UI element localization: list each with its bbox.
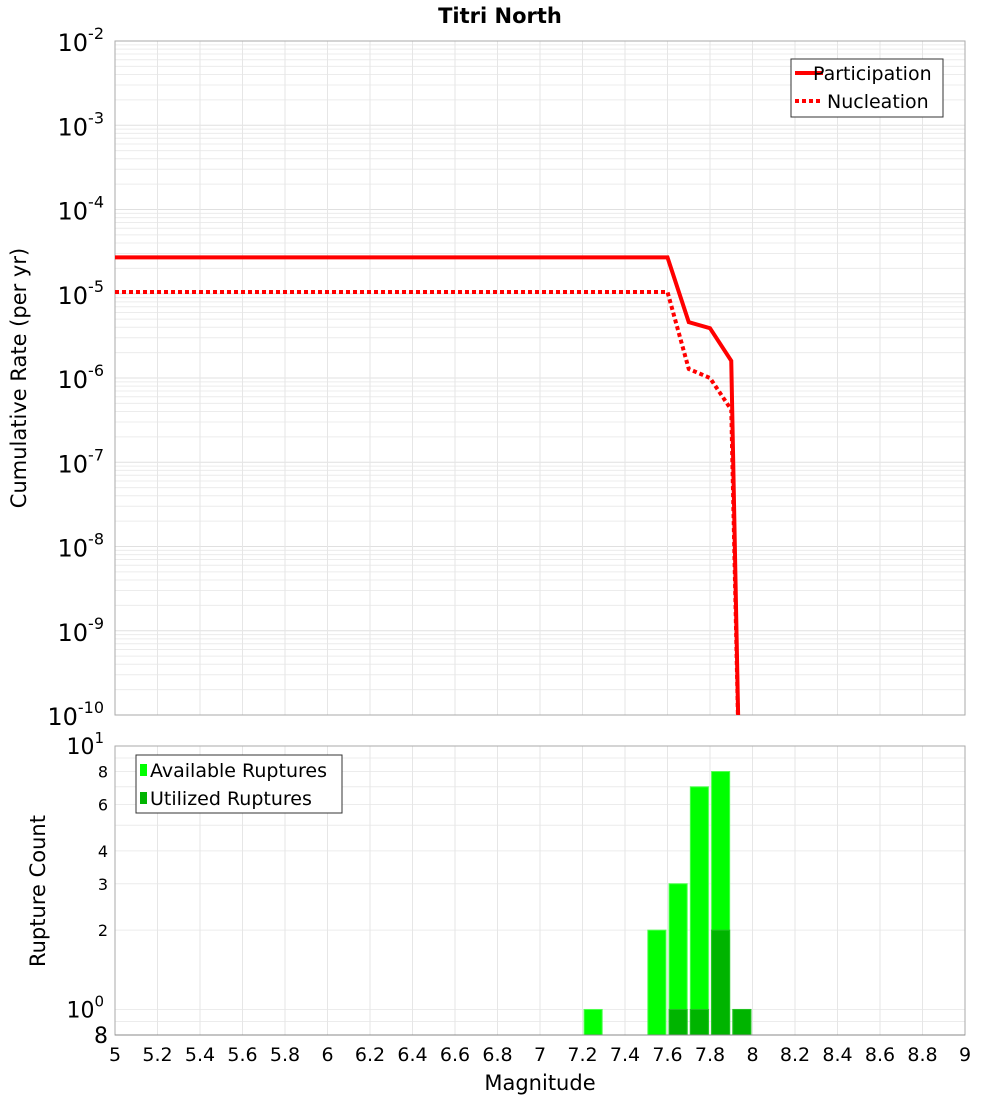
x-axis-label: Magnitude — [484, 1071, 595, 1095]
utilized-bar — [732, 1008, 752, 1036]
legend-label: Participation — [813, 63, 932, 85]
bottom-legend: Available Ruptures Utilized Ruptures — [135, 754, 343, 814]
available-bar — [583, 1008, 603, 1036]
x-tick-label: 7 — [534, 1044, 546, 1066]
x-tick-label: 7.8 — [695, 1044, 725, 1066]
x-tick-label: 8.4 — [822, 1044, 852, 1066]
x-tick-label: 9 — [959, 1044, 971, 1066]
y-tick-label: 8 — [98, 763, 108, 782]
utilized-bar — [668, 1008, 688, 1036]
y-tick-label: 10-6 — [58, 361, 105, 394]
y-tick-label: 3 — [98, 875, 108, 894]
x-tick-label: 6.6 — [440, 1044, 470, 1066]
chart-title: Titri North — [438, 4, 562, 28]
legend-swatch — [140, 764, 147, 776]
legend-box — [135, 754, 343, 814]
y-tick-label: 4 — [98, 842, 108, 861]
y-tick-label: 10-8 — [58, 530, 105, 563]
series-line-nucleation — [115, 289, 740, 715]
y-tick-label: 10-3 — [58, 108, 105, 141]
legend-label: Nucleation — [827, 91, 929, 113]
x-tick-label: 5.6 — [227, 1044, 257, 1066]
x-tick-label: 7.4 — [610, 1044, 640, 1066]
available-bar — [647, 929, 667, 1036]
x-tick-label: 8 — [746, 1044, 758, 1066]
x-tick-label: 8.6 — [865, 1044, 895, 1066]
y-tick-label: 10-10 — [47, 698, 104, 731]
x-tick-label: 7.2 — [567, 1044, 597, 1066]
x-tick-label: 7.6 — [652, 1044, 682, 1066]
legend-swatch — [140, 792, 147, 804]
utilized-bar — [689, 1008, 709, 1036]
top-plot-frame — [114, 40, 966, 716]
y-tick-label: 8 — [94, 1024, 108, 1049]
y-tick-label: 10-9 — [58, 614, 105, 647]
x-tick-label: 5.4 — [185, 1044, 215, 1066]
x-tick-label: 6 — [321, 1044, 333, 1066]
x-tick-label: 5.8 — [270, 1044, 300, 1066]
x-tick-label: 6.4 — [397, 1044, 427, 1066]
legend-box — [790, 58, 944, 118]
available-bar — [689, 786, 709, 1036]
x-tick-label: 8.8 — [907, 1044, 937, 1066]
utilized-bar — [711, 929, 731, 1036]
bottom-panel: 5 5.2 5.4 5.6 5.8 6 6.2 6.4 6.6 6.8 7 7.2 7.4 7.6 7.8 8… — [66, 729, 971, 1066]
bottom-y-axis-label: Rupture Count — [26, 815, 50, 967]
legend-label: Available Ruptures — [150, 760, 327, 782]
y-tick-label: 10-2 — [58, 24, 105, 57]
y-tick-label: 10-5 — [58, 277, 105, 310]
x-tick-label: 5 — [109, 1044, 121, 1066]
top-y-axis-label: Cumulative Rate (per yr) — [7, 248, 31, 508]
y-tick-label: 100 — [66, 992, 104, 1023]
x-tick-label: 6.2 — [355, 1044, 385, 1066]
y-tick-label: 10-7 — [58, 445, 105, 478]
y-tick-label: 6 — [98, 795, 108, 814]
legend-label: Utilized Ruptures — [150, 788, 312, 810]
series-line-participation — [115, 255, 741, 715]
y-tick-label: 2 — [98, 921, 108, 940]
x-tick-label: 6.8 — [482, 1044, 512, 1066]
y-tick-label: 10-4 — [58, 193, 105, 226]
top-panel: 10-2 10-3 10-4 10-5 10-6 10-7 10-8 10-9 10-10 Par… — [47, 24, 966, 731]
x-tick-label: 5.2 — [142, 1044, 172, 1066]
top-legend: Participation Nucleation — [790, 58, 944, 118]
x-tick-label: 8.2 — [780, 1044, 810, 1066]
y-tick-label: 101 — [66, 729, 104, 760]
